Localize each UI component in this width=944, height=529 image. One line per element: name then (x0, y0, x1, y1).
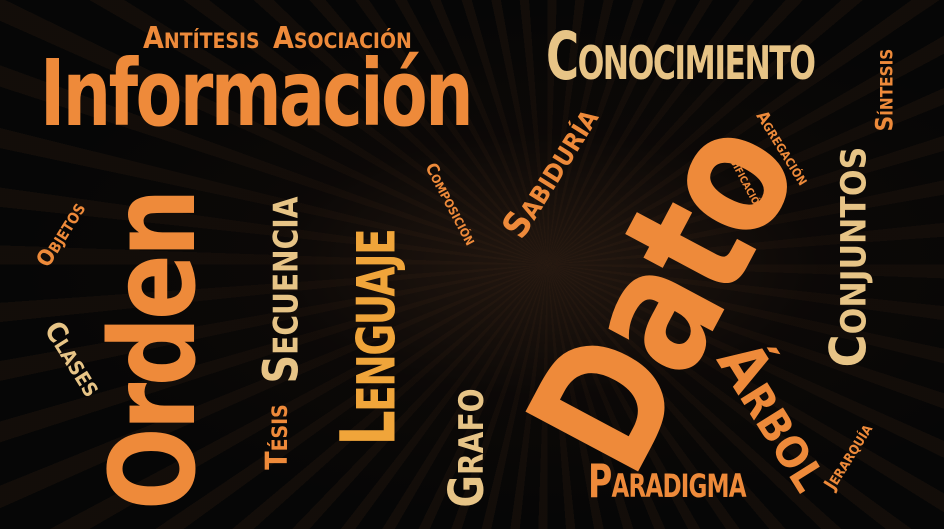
word-informacion: Información (40, 40, 474, 147)
word-antitesis: Antítesis (143, 21, 260, 56)
word-objetos: Objetos (31, 197, 92, 272)
word-conocimiento: Conocimiento (546, 18, 816, 95)
word-grafo: Grafo (438, 388, 495, 508)
word-lenguaje: Lenguaje (323, 229, 413, 447)
word-paradigma: Paradigma (588, 454, 747, 508)
word-conjuntos: Conjuntos (819, 146, 878, 368)
word-sintesis: Síntesis (870, 48, 899, 132)
word-secuencia: Secuencia (253, 196, 310, 384)
word-orden: Orden (84, 191, 223, 511)
word-asociacion: Asociación (273, 21, 412, 56)
word-composicion: Composición (420, 159, 481, 249)
word-tesis: Tésis (259, 404, 295, 470)
